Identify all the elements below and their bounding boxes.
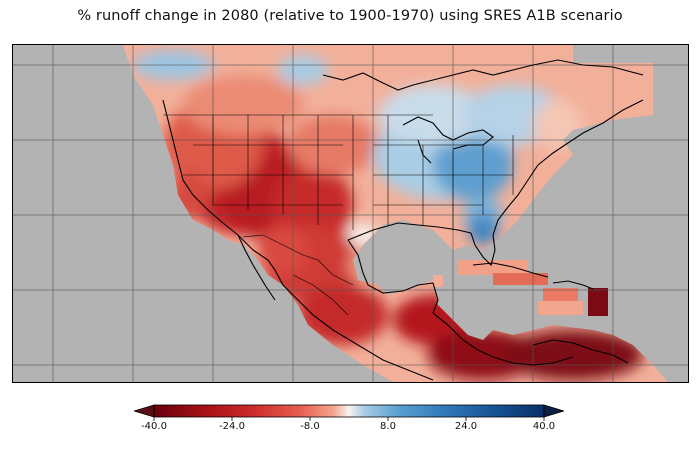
colorbar-tick-label: 40.0 [532,421,556,432]
colorbar-tick-label: 24.0 [454,421,478,432]
runoff-change-map [12,44,689,383]
colorbar-high-extension [544,405,564,417]
colorbar-tick-label: -24.0 [219,421,245,432]
map-title: % runoff change in 2080 (relative to 190… [77,8,623,24]
borders [163,114,514,316]
colorbar-gradient [153,404,545,418]
colorbar-low-extension [134,405,154,417]
colorbar-tick-label: -40.0 [141,421,167,432]
colorbar-tick-label: 8.0 [380,421,396,432]
colorbar [132,398,566,438]
graticule [13,45,688,382]
caribbean-cells [433,260,608,316]
colorbar-tick-label: -8.0 [300,421,320,432]
